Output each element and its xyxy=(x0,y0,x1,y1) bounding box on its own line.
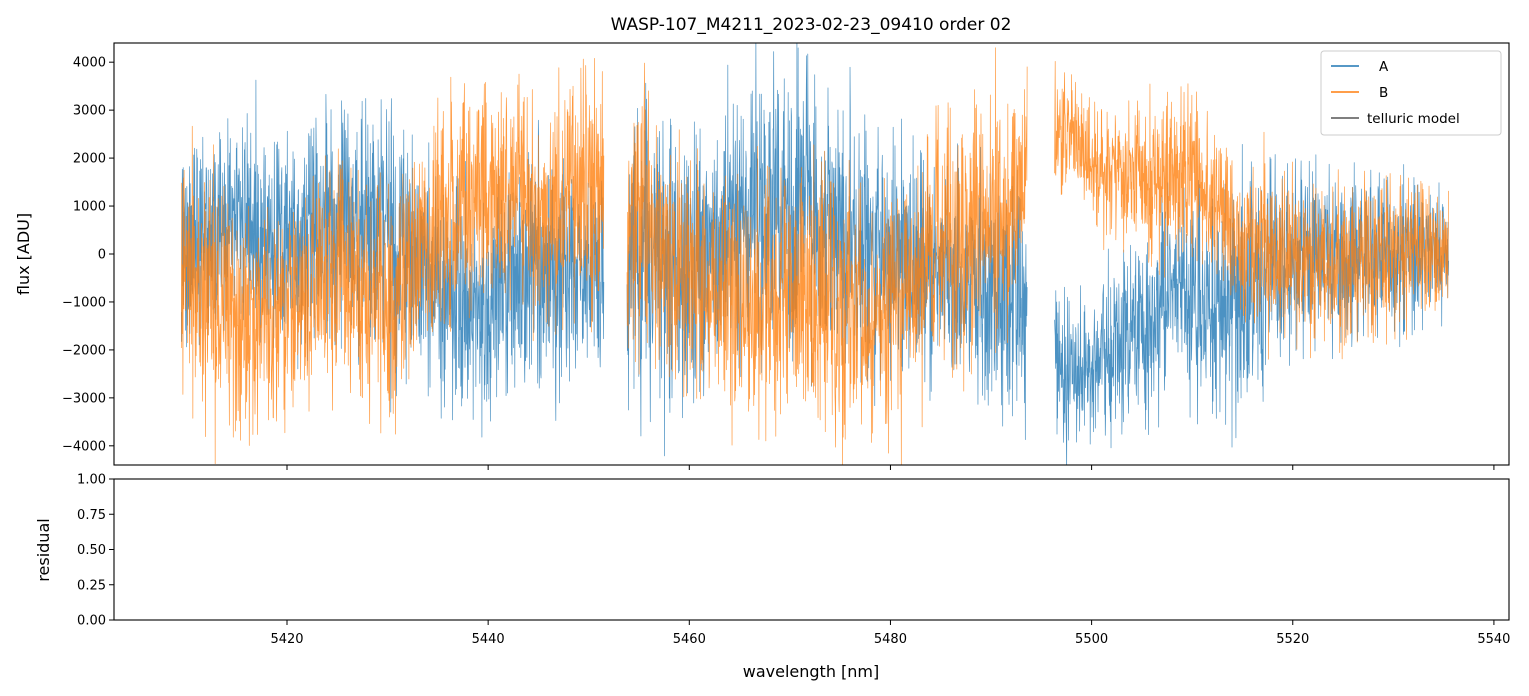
residual-x-tick-label: 5540 xyxy=(1477,632,1510,647)
residual-x-ticks: 5420 5440 5460 5480 5500 5520 5540 xyxy=(270,620,1510,647)
residual-y-ticks: 0.00 0.25 0.50 0.75 1.00 xyxy=(77,473,114,629)
chart-title: WASP-107_M4211_2023-02-23_09410 order 02 xyxy=(611,15,1012,35)
main-y-ticks: −4000 −3000 −2000 −1000 0 1000 2000 3000 4000 xyxy=(62,56,114,454)
residual-x-tick-label: 5460 xyxy=(673,632,706,647)
legend-box xyxy=(1320,50,1502,136)
main-y-tick-label: −3000 xyxy=(62,391,106,406)
legend-label-b: B xyxy=(1379,85,1388,101)
main-x-ticks xyxy=(286,465,1495,470)
legend: A B telluric model xyxy=(1320,50,1502,136)
residual-x-tick-label: 5480 xyxy=(874,632,907,647)
residual-x-tick-label: 5420 xyxy=(270,632,303,647)
residual-y-tick-label: 0.00 xyxy=(77,614,106,629)
main-y-tick-label: −1000 xyxy=(62,295,106,310)
residual-x-tick-label: 5500 xyxy=(1075,632,1108,647)
main-y-axis-label: flux [ADU] xyxy=(14,213,33,295)
main-y-tick-label: 2000 xyxy=(73,152,106,167)
residual-y-tick-label: 0.25 xyxy=(77,578,106,593)
residual-y-tick-label: 1.00 xyxy=(77,473,106,488)
legend-label-a: A xyxy=(1379,59,1389,75)
x-axis-label: wavelength [nm] xyxy=(743,662,880,681)
legend-label-telluric: telluric model xyxy=(1367,111,1460,127)
series-line-b xyxy=(181,47,1449,465)
residual-x-tick-label: 5520 xyxy=(1276,632,1309,647)
main-panel: −4000 −3000 −2000 −1000 0 1000 2000 3000 4000 fl… xyxy=(14,42,1510,470)
main-y-tick-label: −4000 xyxy=(62,439,106,454)
residual-axes-frame xyxy=(113,478,1510,621)
residual-y-axis-label: residual xyxy=(34,518,53,581)
main-y-tick-label: −2000 xyxy=(62,343,106,358)
residual-panel: 0.00 0.25 0.50 0.75 1.00 5420 5440 5460 5480 550… xyxy=(34,473,1510,682)
main-y-tick-label: 0 xyxy=(98,248,106,263)
main-plot-area xyxy=(181,43,1449,465)
residual-y-tick-label: 0.75 xyxy=(77,508,106,523)
residual-x-tick-label: 5440 xyxy=(472,632,505,647)
main-y-tick-label: 3000 xyxy=(73,104,106,119)
residual-y-tick-label: 0.50 xyxy=(77,543,106,558)
main-y-tick-label: 1000 xyxy=(73,200,106,215)
main-y-tick-label: 4000 xyxy=(73,56,106,71)
